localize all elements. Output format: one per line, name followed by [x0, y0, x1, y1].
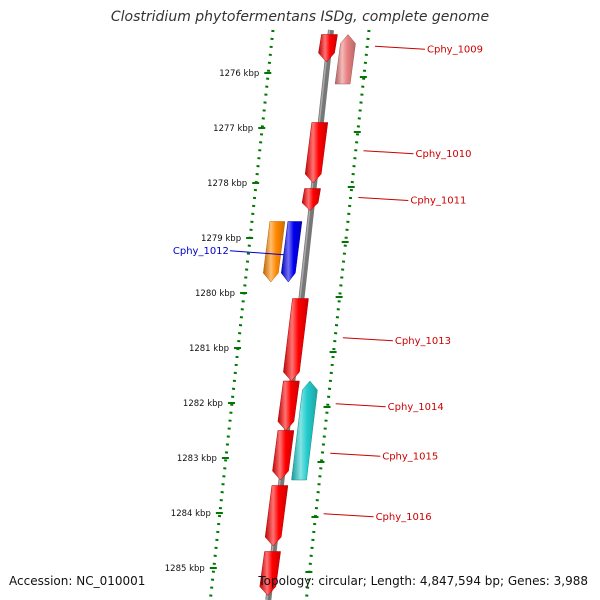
gene-arrow: [291, 380, 318, 481]
gene-label: Cphy_1014: [388, 402, 444, 413]
gene-arrow: [304, 122, 329, 184]
topology-label: Topology: circular; Length: 4,847,594 bp…: [258, 574, 588, 588]
tick-label: 1284 kbp: [171, 509, 211, 519]
gene-arrow: [281, 221, 303, 283]
gene-arrow: [301, 188, 321, 211]
tick-label: 1282 kbp: [183, 399, 223, 409]
scale-track-left: [208, 29, 275, 600]
gene-arrow: [263, 221, 286, 283]
gene-callout-line: [323, 513, 374, 518]
gene-label: Cphy_1013: [395, 336, 451, 347]
gene-label: Cphy_1012: [173, 246, 229, 257]
gene-arrow: [334, 34, 356, 85]
gene-callout-line: [342, 337, 393, 342]
gene-callout-line: [358, 197, 409, 201]
gene-callout-line: [363, 150, 414, 155]
gene-label: Cphy_1009: [427, 44, 483, 55]
gene-arrow: [277, 380, 300, 431]
gene-callout-line: [330, 452, 381, 457]
gene-callout-line: [229, 250, 284, 256]
tick-label: 1285 kbp: [165, 564, 205, 574]
gene-callout-line: [374, 45, 426, 50]
gene-arrow: [283, 298, 309, 382]
gene-callout-line: [335, 403, 386, 408]
tick-label: 1280 kbp: [195, 289, 235, 299]
tick-label: 1277 kbp: [213, 124, 253, 134]
gene-arrow: [259, 551, 281, 596]
gene-label: Cphy_1010: [415, 149, 471, 160]
accession-label: Accession: NC_010001: [9, 574, 146, 588]
gene-arrow: [318, 34, 338, 63]
gene-arrow: [272, 430, 295, 481]
tick-label: 1278 kbp: [207, 179, 247, 189]
tick-label: 1281 kbp: [189, 344, 229, 354]
tick-label: 1279 kbp: [201, 234, 241, 244]
gene-label: Cphy_1016: [376, 512, 432, 523]
gene-arrow: [264, 485, 289, 547]
gene-label: Cphy_1015: [382, 451, 438, 462]
gene-label: Cphy_1011: [410, 196, 466, 207]
genome-title: Clostridium phytofermentans ISDg, comple…: [110, 9, 490, 25]
tick-label: 1283 kbp: [177, 454, 217, 464]
tick-label: 1276 kbp: [219, 69, 259, 79]
